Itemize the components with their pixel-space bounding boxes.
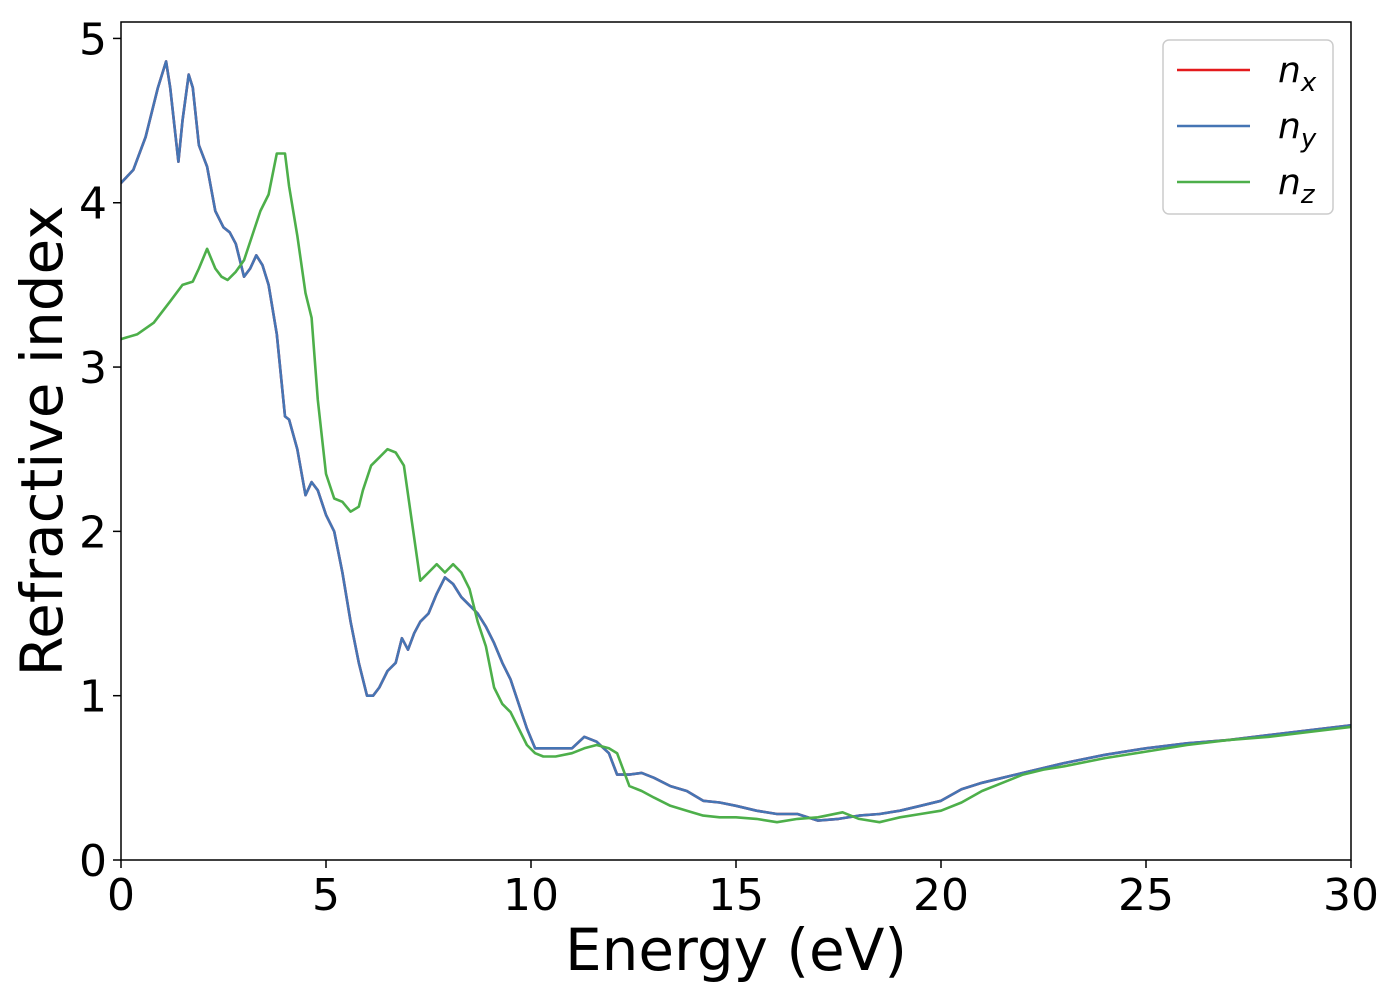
y-tick-label: 1 [79,672,107,723]
x-tick-label: 30 [1323,870,1379,921]
y-tick-label: 2 [79,507,107,558]
y-axis-ticks: 0 1 2 3 4 5 [79,14,121,887]
y-tick-label: 3 [79,343,107,394]
x-tick-label: 10 [503,870,559,921]
y-axis-label: Refractive index [8,205,76,676]
y-tick-label: 0 [79,836,107,887]
x-axis-label: Energy (eV) [565,916,907,984]
series-layer [121,60,1351,824]
y-tick-label: 4 [79,179,107,230]
y-tick-label: 5 [79,14,107,65]
x-axis-ticks: 0 5 10 15 20 25 30 [107,860,1379,921]
x-tick-label: 15 [708,870,764,921]
x-tick-label: 0 [107,870,135,921]
series-line-n-y [121,60,1351,822]
series-line-n-z [121,152,1351,824]
x-tick-label: 5 [312,870,340,921]
x-tick-label: 20 [913,870,969,921]
x-tick-label: 25 [1118,870,1174,921]
